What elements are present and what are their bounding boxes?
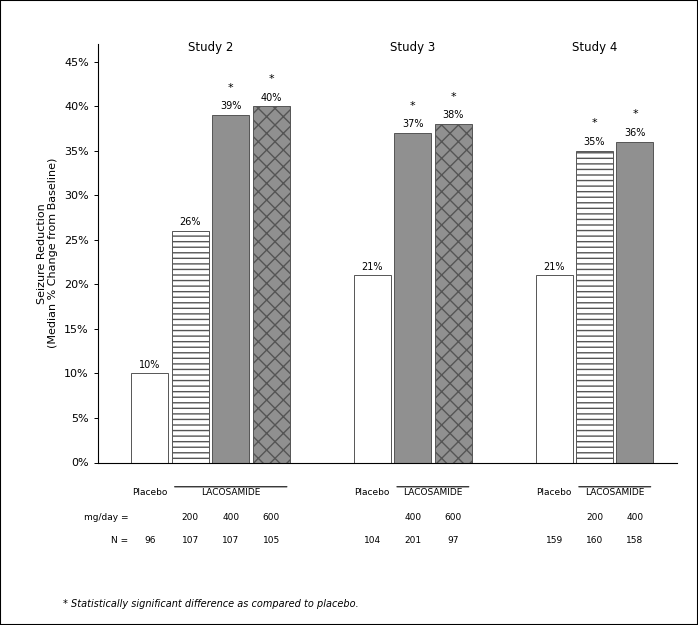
Bar	[616, 142, 653, 462]
Text: 200: 200	[181, 512, 199, 522]
Text: 40%: 40%	[260, 92, 282, 103]
Text: *: *	[592, 118, 597, 128]
Text: 600: 600	[262, 512, 280, 522]
Text: 104: 104	[364, 536, 381, 545]
Bar	[435, 124, 472, 462]
Bar	[212, 115, 249, 463]
Text: 107: 107	[222, 536, 239, 545]
Text: N =: N =	[111, 536, 128, 545]
Text: 201: 201	[404, 536, 421, 545]
Text: Study 3: Study 3	[390, 41, 436, 54]
Text: 400: 400	[626, 512, 644, 522]
Text: LACOSAMIDE: LACOSAMIDE	[403, 488, 463, 497]
Y-axis label: Seizure Reduction
(Median % Change from Baseline): Seizure Reduction (Median % Change from …	[37, 158, 59, 348]
Text: 21%: 21%	[543, 262, 565, 272]
Text: 26%: 26%	[179, 217, 201, 227]
Text: 159: 159	[546, 536, 563, 545]
Bar	[253, 106, 290, 462]
Text: 38%: 38%	[443, 111, 463, 121]
Text: 36%: 36%	[624, 128, 646, 138]
Text: 97: 97	[447, 536, 459, 545]
Text: Study 2: Study 2	[188, 41, 233, 54]
Text: Placebo: Placebo	[355, 488, 390, 497]
Bar	[535, 276, 572, 462]
Text: LACOSAMIDE: LACOSAMIDE	[585, 488, 644, 497]
Text: 39%: 39%	[220, 101, 242, 111]
Text: mg/day =: mg/day =	[84, 512, 128, 522]
Bar	[394, 133, 431, 462]
Text: 21%: 21%	[362, 262, 383, 272]
Text: *: *	[410, 101, 415, 111]
Bar	[172, 231, 209, 462]
Text: *: *	[450, 92, 456, 102]
Text: Placebo: Placebo	[132, 488, 168, 497]
Text: LACOSAMIDE: LACOSAMIDE	[201, 488, 260, 497]
Text: * Statistically significant difference as compared to placebo.: * Statistically significant difference a…	[63, 599, 359, 609]
Text: 105: 105	[262, 536, 280, 545]
Bar	[576, 151, 613, 462]
Text: 10%: 10%	[139, 360, 161, 370]
Text: Placebo: Placebo	[537, 488, 572, 497]
Text: 400: 400	[222, 512, 239, 522]
Text: 600: 600	[445, 512, 461, 522]
Text: 107: 107	[181, 536, 199, 545]
Text: 37%: 37%	[402, 119, 424, 129]
Bar	[131, 373, 168, 462]
Text: *: *	[632, 109, 638, 119]
Bar	[354, 276, 391, 462]
Text: *: *	[228, 82, 234, 92]
Text: 400: 400	[404, 512, 421, 522]
Text: 158: 158	[626, 536, 644, 545]
Text: 200: 200	[586, 512, 603, 522]
Text: 35%: 35%	[584, 137, 605, 147]
Text: *: *	[268, 74, 274, 84]
Text: Study 4: Study 4	[572, 41, 617, 54]
Text: 160: 160	[586, 536, 603, 545]
Text: 96: 96	[144, 536, 156, 545]
